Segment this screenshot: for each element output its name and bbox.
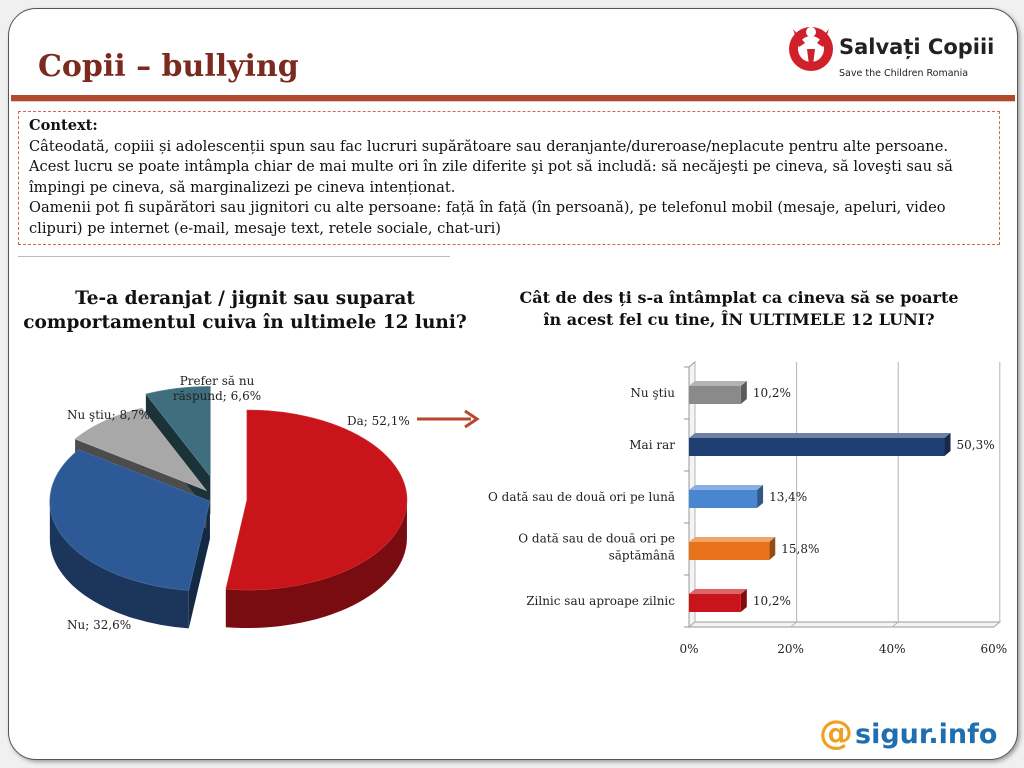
category-label: O dată sau de două ori pe lună — [488, 490, 675, 504]
sigur-info-name: sigur.info — [855, 719, 998, 750]
bar-end — [740, 589, 747, 612]
grid-line-floor — [993, 621, 1001, 628]
x-tick-label: 0% — [679, 642, 698, 656]
bar-4 — [689, 542, 770, 560]
bar-3 — [689, 490, 758, 508]
pie-chart: Da; 52,1% Nu; 32,6% Nu ştiu; 8,7% Prefer să… — [49, 374, 410, 632]
bar-end — [769, 537, 776, 560]
bar-end — [944, 433, 951, 456]
bar-top — [689, 589, 747, 594]
brand-subtitle: Save the Children Romania — [839, 68, 969, 79]
category-label: Mai rar — [629, 438, 675, 452]
bar-2 — [689, 438, 945, 456]
bar-end — [740, 381, 747, 404]
section-divider — [18, 256, 450, 257]
pie-label-3: Nu ştiu; 8,7% — [67, 408, 150, 422]
context-paragraph-2: Oamenii pot fi supărători sau jignitori … — [29, 199, 946, 237]
brand-name: Salvați Copiii — [839, 35, 995, 59]
at-sign-icon: @ — [819, 713, 853, 753]
pie-label-4-line-2: răspund; 6,6% — [173, 389, 261, 403]
bar-1 — [689, 386, 741, 404]
pie-label-1: Da; 52,1% — [347, 414, 410, 428]
bar-5 — [689, 594, 741, 612]
salvati-copiii-logo: Salvați Copiii Save the Children Romania — [785, 17, 995, 89]
pie-slice-wall — [49, 501, 189, 629]
bar-chart-title: Cât de des ți s-a întâmplat ca cineva să… — [519, 288, 959, 329]
category-label: O dată sau de două ori pe — [518, 532, 675, 546]
bar-value-label: 15,8% — [781, 542, 819, 556]
context-box: Context: Câteodată, copiii și adolescenț… — [18, 111, 1000, 245]
page-title: Copii – bullying — [38, 49, 299, 84]
pie-slice-2 — [49, 449, 211, 591]
bar-top — [689, 537, 776, 542]
header-divider — [11, 95, 1015, 102]
bar-value-label: 13,4% — [769, 490, 807, 504]
child-figure-icon — [789, 27, 833, 71]
pie-slice-1 — [225, 409, 408, 591]
grid-line-floor — [790, 621, 797, 628]
x-tick-label: 20% — [777, 642, 804, 656]
context-heading: Context: — [29, 117, 98, 134]
bar-chart: 0% 20% 40% 60% 10,2% Nu ştiu 50,3% Mai rar 13,4%… — [488, 360, 1007, 656]
bar-value-label: 10,2% — [753, 386, 791, 400]
bar-top — [689, 381, 747, 386]
pie-chart-title: Te-a deranjat / jignit sau suparat compo… — [23, 288, 467, 333]
category-label: săptămână — [609, 549, 675, 563]
slide: Copii – bullying Salvați Copiii Save the… — [8, 8, 1018, 760]
bar-end — [757, 485, 764, 508]
bar-value-label: 50,3% — [957, 438, 995, 452]
category-label: Nu ştiu — [630, 386, 675, 400]
x-tick-label: 40% — [879, 642, 906, 656]
bar-top — [689, 485, 764, 490]
grid-line-floor — [688, 621, 696, 628]
bar-value-label: 10,2% — [753, 594, 791, 608]
pie-slice-4 — [145, 386, 211, 478]
pie-label-2: Nu; 32,6% — [67, 618, 131, 632]
category-label: Zilnic sau aproape zilnic — [526, 594, 675, 608]
sigur-info-logo: @ sigur.info — [817, 709, 1007, 759]
pie-slice-wall — [225, 500, 407, 629]
context-paragraph-1: Câteodată, copiii și adolescenții spun s… — [29, 137, 953, 196]
pie-label-4-line-1: Prefer să nu — [180, 374, 255, 388]
bar-top — [689, 433, 951, 438]
arrow-right-icon — [417, 409, 480, 429]
grid-line-floor — [891, 621, 899, 628]
chart-floor — [687, 621, 1002, 628]
x-tick-label: 60% — [980, 642, 1007, 656]
pie-slice-3 — [74, 407, 208, 492]
